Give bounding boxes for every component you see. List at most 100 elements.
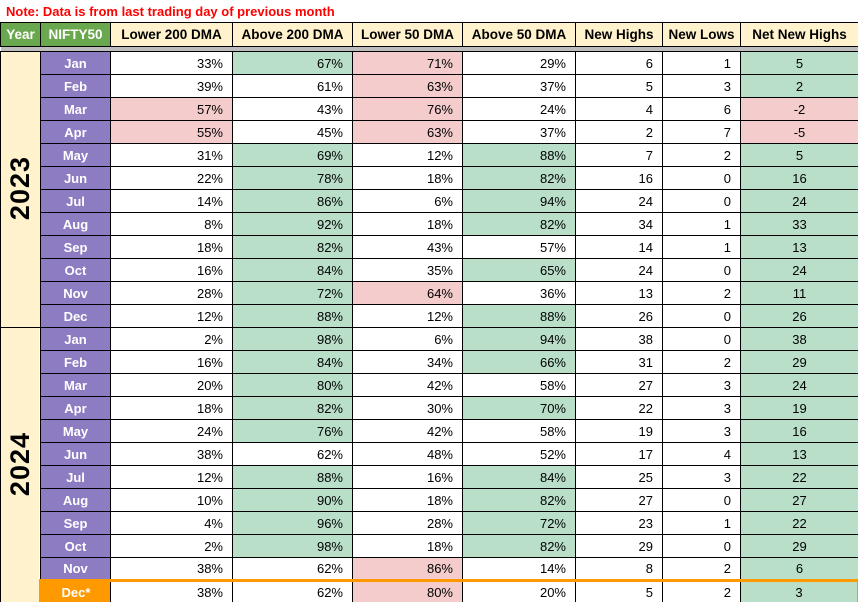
cell-new-lows[interactable]: 2 — [662, 143, 741, 167]
cell-new-highs[interactable]: 2 — [575, 120, 663, 144]
cell-above-50-dma[interactable]: 94% — [462, 327, 576, 351]
cell-lower-200-dma[interactable]: 2% — [110, 327, 233, 351]
month-cell[interactable]: Feb — [40, 74, 111, 98]
header-lower-200-dma[interactable]: Lower 200 DMA — [110, 22, 233, 47]
cell-above-200-dma[interactable]: 69% — [232, 143, 353, 167]
cell-new-highs[interactable]: 19 — [575, 419, 663, 443]
header-above-50-dma[interactable]: Above 50 DMA — [462, 22, 576, 47]
cell-lower-200-dma[interactable]: 18% — [110, 396, 233, 420]
cell-above-50-dma[interactable]: 37% — [462, 74, 576, 98]
cell-above-200-dma[interactable]: 80% — [232, 373, 353, 397]
month-cell[interactable]: Mar — [40, 97, 111, 121]
cell-net-new-highs[interactable]: 6 — [740, 557, 858, 581]
cell-lower-200-dma[interactable]: 24% — [110, 419, 233, 443]
cell-new-lows[interactable]: 1 — [662, 51, 741, 75]
cell-above-50-dma[interactable]: 58% — [462, 373, 576, 397]
cell-above-50-dma[interactable]: 20% — [462, 579, 576, 602]
cell-above-200-dma[interactable]: 43% — [232, 97, 353, 121]
cell-above-200-dma[interactable]: 88% — [232, 304, 353, 328]
header-nifty50[interactable]: NIFTY50 — [40, 22, 111, 47]
month-cell[interactable]: Jun — [40, 442, 111, 466]
cell-net-new-highs[interactable]: 26 — [740, 304, 858, 328]
cell-above-200-dma[interactable]: 76% — [232, 419, 353, 443]
header-lower-50-dma[interactable]: Lower 50 DMA — [352, 22, 463, 47]
cell-new-lows[interactable]: 0 — [662, 534, 741, 558]
month-cell[interactable]: Jan — [40, 327, 111, 351]
cell-lower-50-dma[interactable]: 28% — [352, 511, 463, 535]
year-cell[interactable]: 2024 — [0, 327, 41, 602]
cell-lower-50-dma[interactable]: 48% — [352, 442, 463, 466]
cell-lower-50-dma[interactable]: 63% — [352, 74, 463, 98]
cell-new-lows[interactable]: 4 — [662, 442, 741, 466]
month-cell[interactable]: May — [40, 419, 111, 443]
cell-lower-50-dma[interactable]: 18% — [352, 166, 463, 190]
cell-new-highs[interactable]: 6 — [575, 51, 663, 75]
cell-lower-200-dma[interactable]: 12% — [110, 465, 233, 489]
cell-above-50-dma[interactable]: 84% — [462, 465, 576, 489]
cell-new-highs[interactable]: 34 — [575, 212, 663, 236]
cell-new-highs[interactable]: 5 — [575, 579, 663, 602]
cell-above-50-dma[interactable]: 82% — [462, 488, 576, 512]
month-cell[interactable]: Dec — [40, 304, 111, 328]
month-cell[interactable]: Jul — [40, 189, 111, 213]
cell-new-highs[interactable]: 22 — [575, 396, 663, 420]
header-new-highs[interactable]: New Highs — [575, 22, 663, 47]
cell-net-new-highs[interactable]: 33 — [740, 212, 858, 236]
month-cell[interactable]: Apr — [40, 396, 111, 420]
cell-lower-50-dma[interactable]: 64% — [352, 281, 463, 305]
cell-above-50-dma[interactable]: 70% — [462, 396, 576, 420]
cell-above-200-dma[interactable]: 86% — [232, 189, 353, 213]
cell-new-lows[interactable]: 0 — [662, 327, 741, 351]
cell-lower-50-dma[interactable]: 12% — [352, 143, 463, 167]
cell-net-new-highs[interactable]: 27 — [740, 488, 858, 512]
cell-lower-50-dma[interactable]: 80% — [352, 579, 463, 602]
cell-new-highs[interactable]: 25 — [575, 465, 663, 489]
cell-lower-50-dma[interactable]: 6% — [352, 327, 463, 351]
cell-lower-50-dma[interactable]: 42% — [352, 373, 463, 397]
cell-lower-200-dma[interactable]: 12% — [110, 304, 233, 328]
cell-new-lows[interactable]: 3 — [662, 74, 741, 98]
cell-above-50-dma[interactable]: 24% — [462, 97, 576, 121]
cell-new-lows[interactable]: 2 — [662, 557, 741, 581]
cell-lower-200-dma[interactable]: 2% — [110, 534, 233, 558]
month-cell[interactable]: Jun — [40, 166, 111, 190]
month-cell[interactable]: Jan — [40, 51, 111, 75]
cell-new-highs[interactable]: 26 — [575, 304, 663, 328]
cell-above-200-dma[interactable]: 82% — [232, 235, 353, 259]
year-cell[interactable]: 2023 — [0, 51, 41, 328]
cell-net-new-highs[interactable]: 29 — [740, 350, 858, 374]
cell-lower-200-dma[interactable]: 28% — [110, 281, 233, 305]
cell-above-200-dma[interactable]: 62% — [232, 442, 353, 466]
cell-new-lows[interactable]: 1 — [662, 511, 741, 535]
cell-above-200-dma[interactable]: 90% — [232, 488, 353, 512]
cell-above-50-dma[interactable]: 57% — [462, 235, 576, 259]
cell-above-200-dma[interactable]: 61% — [232, 74, 353, 98]
cell-new-lows[interactable]: 0 — [662, 488, 741, 512]
cell-new-lows[interactable]: 7 — [662, 120, 741, 144]
cell-above-200-dma[interactable]: 72% — [232, 281, 353, 305]
cell-lower-50-dma[interactable]: 86% — [352, 557, 463, 581]
cell-lower-200-dma[interactable]: 20% — [110, 373, 233, 397]
month-cell[interactable]: Feb — [40, 350, 111, 374]
cell-lower-50-dma[interactable]: 6% — [352, 189, 463, 213]
cell-net-new-highs[interactable]: 29 — [740, 534, 858, 558]
cell-above-200-dma[interactable]: 78% — [232, 166, 353, 190]
header-above-200-dma[interactable]: Above 200 DMA — [232, 22, 353, 47]
cell-lower-200-dma[interactable]: 4% — [110, 511, 233, 535]
cell-lower-200-dma[interactable]: 18% — [110, 235, 233, 259]
cell-lower-200-dma[interactable]: 31% — [110, 143, 233, 167]
cell-lower-200-dma[interactable]: 16% — [110, 258, 233, 282]
cell-lower-200-dma[interactable]: 38% — [110, 557, 233, 581]
cell-new-highs[interactable]: 24 — [575, 189, 663, 213]
cell-new-lows[interactable]: 0 — [662, 189, 741, 213]
cell-lower-50-dma[interactable]: 71% — [352, 51, 463, 75]
cell-new-lows[interactable]: 2 — [662, 281, 741, 305]
cell-new-lows[interactable]: 3 — [662, 419, 741, 443]
month-cell[interactable]: Apr — [40, 120, 111, 144]
cell-above-50-dma[interactable]: 82% — [462, 212, 576, 236]
cell-lower-200-dma[interactable]: 10% — [110, 488, 233, 512]
cell-new-highs[interactable]: 31 — [575, 350, 663, 374]
cell-new-lows[interactable]: 1 — [662, 212, 741, 236]
cell-lower-200-dma[interactable]: 57% — [110, 97, 233, 121]
cell-lower-200-dma[interactable]: 39% — [110, 74, 233, 98]
